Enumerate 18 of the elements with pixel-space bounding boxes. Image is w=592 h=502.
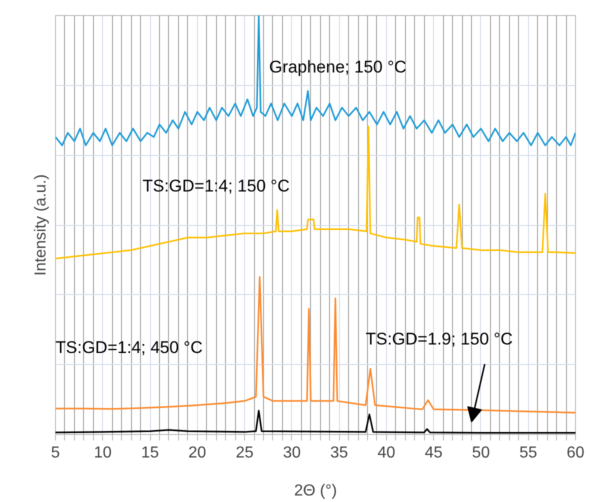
x-tick-label: 40 bbox=[378, 444, 396, 462]
x-tick-label: 55 bbox=[519, 444, 538, 462]
x-tick-label: 15 bbox=[141, 444, 160, 462]
series-label: Graphene; 150 °C bbox=[269, 57, 406, 76]
x-tick-label: 50 bbox=[472, 444, 490, 462]
series-label: TS:GD=1:4; 150 °C bbox=[142, 176, 290, 196]
text: TS:GD=1.9; 150 °C bbox=[366, 330, 513, 349]
y-axis-title: Intensity (a.u.) bbox=[32, 174, 50, 276]
x-tick-label: 5 bbox=[51, 444, 60, 462]
x-axis-title: 2Θ (°) bbox=[294, 482, 337, 500]
text: TS:GD=1:4; 450 °C bbox=[56, 338, 203, 357]
x-tick-label: 45 bbox=[424, 444, 443, 462]
x-tick-label: 10 bbox=[94, 444, 112, 462]
x-tick-label: 20 bbox=[188, 444, 206, 462]
x-tick-label: 30 bbox=[282, 444, 301, 462]
x-tick-label: 25 bbox=[236, 444, 254, 462]
x-tick-label: 35 bbox=[330, 444, 348, 462]
x-tick-label: 60 bbox=[566, 444, 584, 462]
